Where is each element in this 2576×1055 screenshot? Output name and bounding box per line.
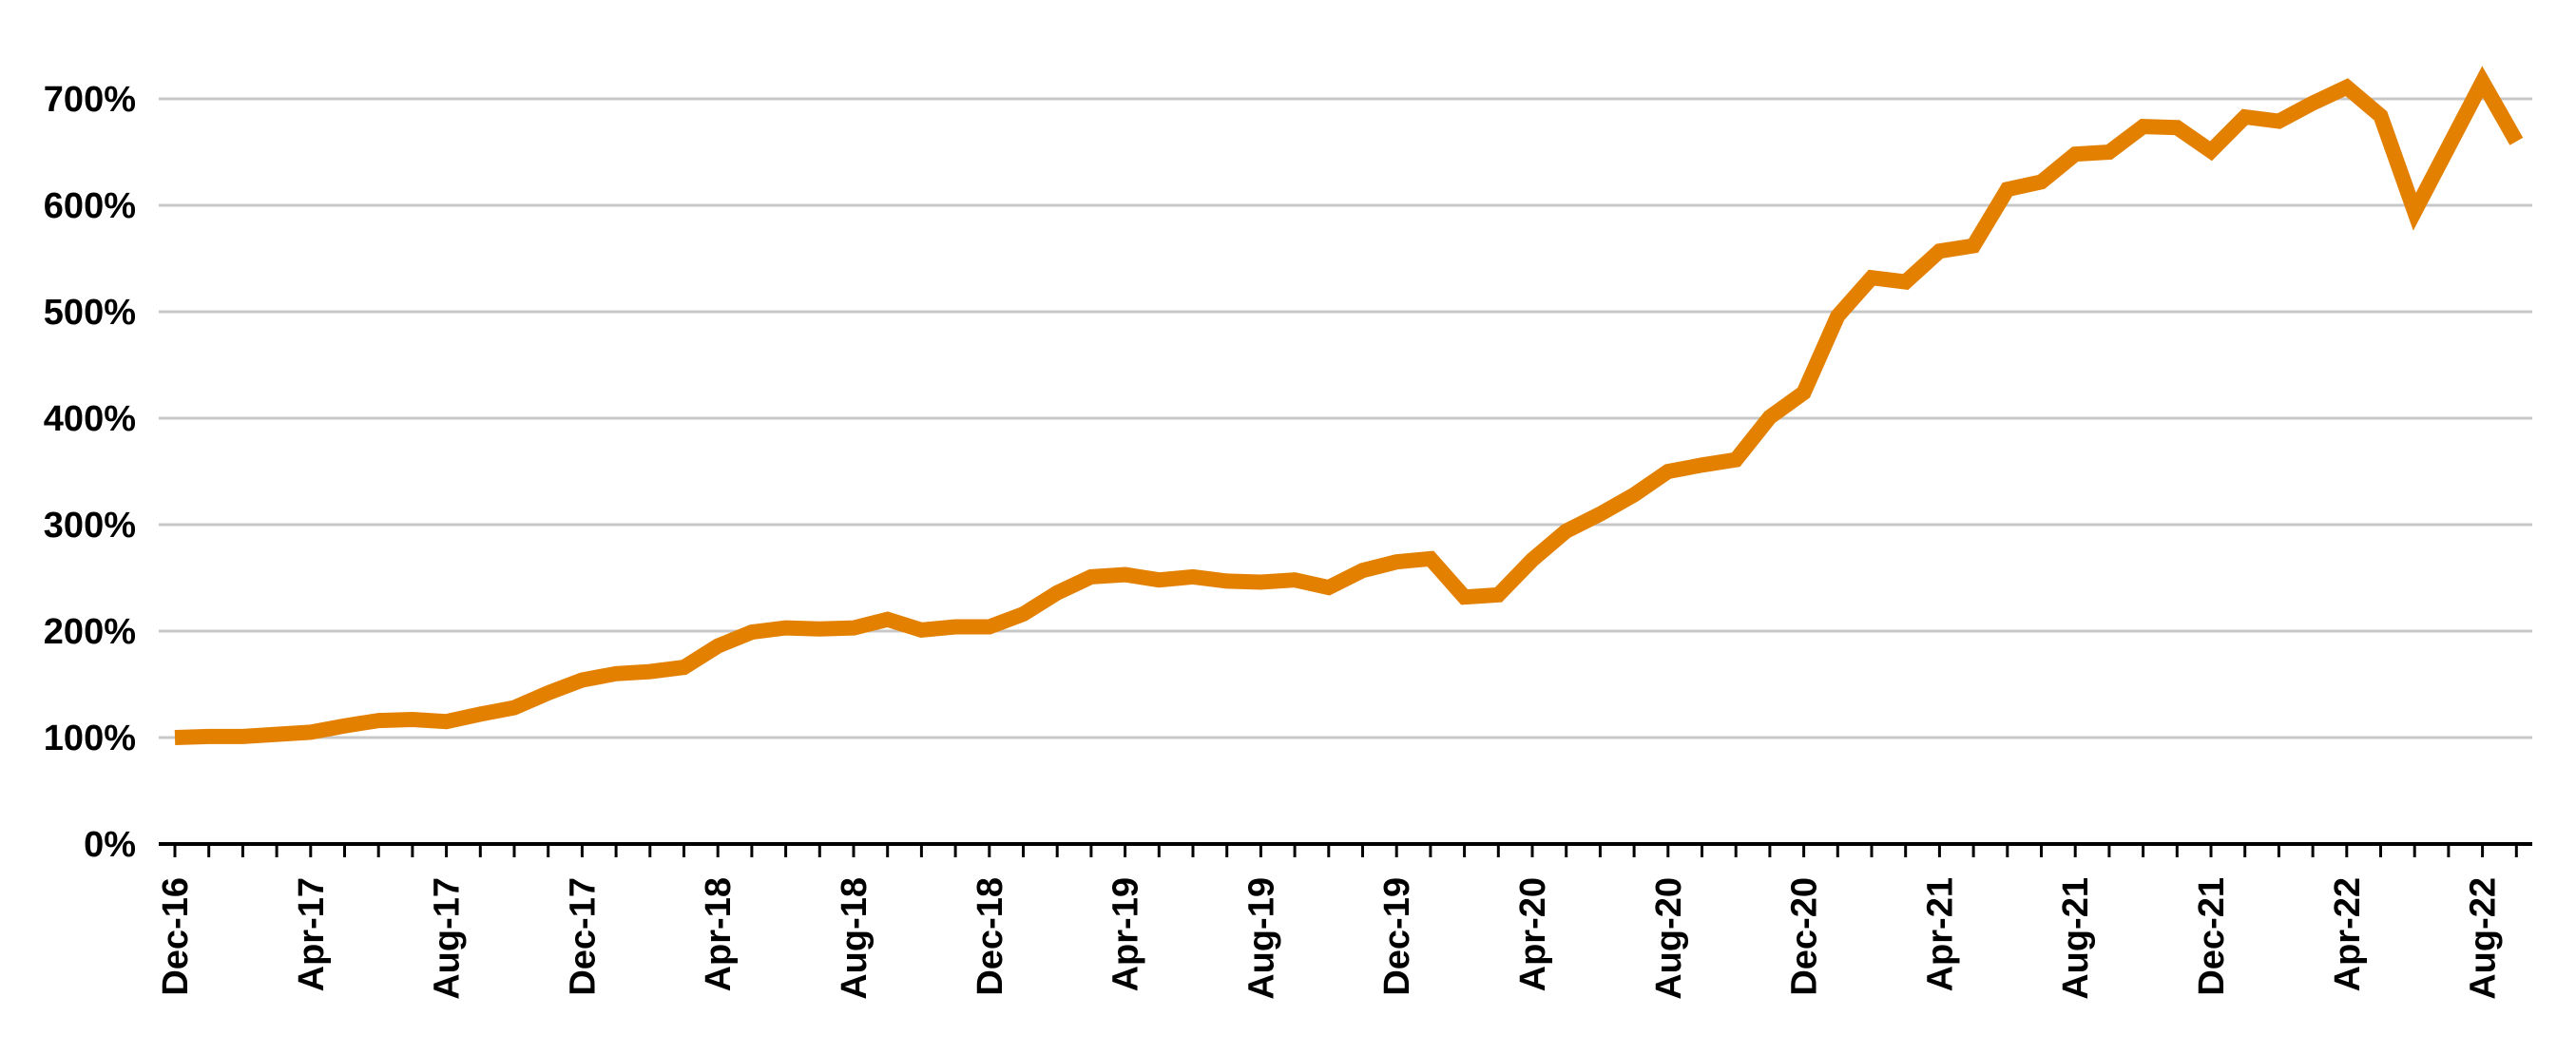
y-tick-label: 500% [44, 293, 136, 333]
x-tick-label: Apr-21 [1920, 877, 1960, 991]
x-axis-labels: Dec-16 Apr-17 Aug-17 Dec-17 Apr-18 Aug-18 Dec-… [156, 877, 2504, 1000]
x-tick-label: Aug-17 [428, 877, 468, 1000]
x-axis [159, 842, 2532, 857]
x-tick-label: Apr-17 [292, 877, 332, 991]
y-axis-labels: 0% 100% 200% 300% 400% 500% 600% 700% [44, 80, 136, 865]
y-tick-label: 0% [84, 825, 136, 865]
x-tick-label: Dec-17 [563, 877, 603, 996]
x-tick-label: Dec-16 [156, 877, 196, 996]
x-tick-label: Apr-22 [2328, 877, 2368, 991]
y-tick-label: 600% [44, 186, 136, 226]
y-tick-label: 700% [44, 80, 136, 120]
x-tick-label: Dec-19 [1377, 877, 1417, 996]
x-tick-label: Aug-18 [835, 877, 875, 1000]
y-tick-label: 100% [44, 719, 136, 758]
series-line [174, 66, 2524, 745]
x-tick-label: Aug-22 [2464, 877, 2504, 1000]
x-tick-label: Aug-19 [1241, 877, 1281, 1000]
y-tick-label: 300% [44, 506, 136, 546]
x-tick-label: Dec-20 [1785, 877, 1825, 996]
x-tick-label: Dec-18 [971, 877, 1010, 996]
y-tick-label: 400% [44, 399, 136, 439]
x-tick-label: Apr-18 [699, 877, 739, 991]
x-tick-label: Aug-21 [2056, 877, 2096, 1000]
x-tick-label: Apr-19 [1106, 877, 1146, 991]
y-tick-label: 200% [44, 612, 136, 652]
x-tick-label: Apr-20 [1513, 877, 1553, 991]
x-tick-label: Dec-21 [2192, 877, 2232, 996]
gridlines [159, 97, 2532, 739]
x-tick-label: Aug-20 [1649, 877, 1689, 1000]
